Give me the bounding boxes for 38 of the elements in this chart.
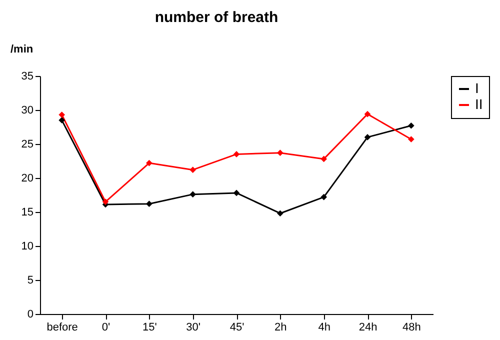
y-tick-label: 5 [27, 274, 34, 286]
point [277, 150, 284, 156]
x-tick-label: 0' [102, 322, 110, 334]
y-tick-label: 30 [21, 104, 34, 116]
point [277, 210, 284, 217]
point [408, 136, 414, 142]
point [146, 200, 152, 207]
legend-label: II [475, 96, 483, 112]
y-tick-label: 35 [21, 70, 34, 82]
point [364, 110, 371, 118]
y-tick-label: 10 [21, 240, 34, 252]
x-tick-label: 48h [402, 322, 421, 334]
x-tick-label: 30' [186, 322, 201, 334]
point [233, 151, 240, 158]
point [364, 134, 371, 140]
point [146, 160, 152, 166]
point [58, 117, 65, 124]
y-tick-label: 25 [21, 138, 34, 150]
x-tick-label: before [46, 322, 78, 334]
point [190, 166, 196, 173]
y-tick-label: 20 [21, 172, 34, 184]
x-tick-label: 24h [358, 322, 378, 334]
point [320, 156, 327, 162]
y-tick-label: 15 [21, 206, 34, 218]
x-tick-label: 4h [318, 322, 330, 334]
point [58, 112, 65, 118]
y-tick-label: 0 [27, 308, 34, 320]
point [233, 190, 240, 196]
x-tick-label: 45' [230, 322, 244, 334]
point [408, 122, 414, 129]
point [102, 198, 109, 205]
y-axis-title: /min [10, 44, 34, 56]
x-tick-label: 15' [142, 322, 157, 334]
x-tick-label: 2h [274, 322, 287, 334]
chart-title: number of breath [154, 9, 278, 26]
point [190, 191, 196, 198]
legend-label: I [475, 80, 479, 96]
point [320, 194, 327, 200]
